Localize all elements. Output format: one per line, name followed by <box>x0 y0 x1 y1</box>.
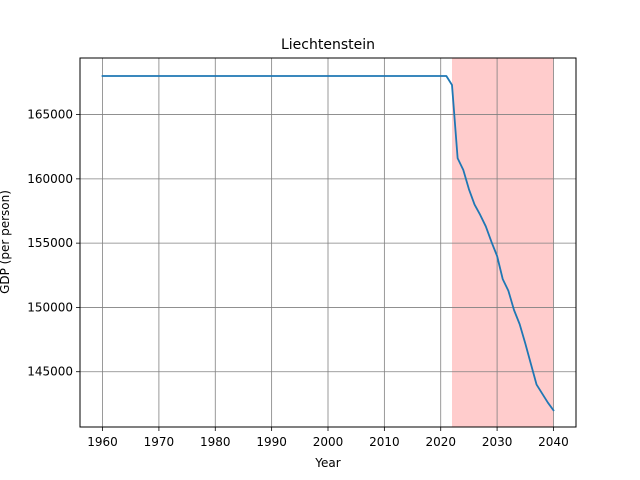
x-tick-label: 1980 <box>200 435 231 449</box>
x-tick-label: 1990 <box>256 435 287 449</box>
x-tick-label: 2030 <box>482 435 513 449</box>
y-tick-label: 165000 <box>27 108 73 122</box>
x-tick-label: 1970 <box>144 435 175 449</box>
chart-title: Liechtenstein <box>281 37 375 53</box>
series-line <box>101 75 555 412</box>
x-tick-label: 2010 <box>369 435 400 449</box>
x-tick-label: 2040 <box>538 435 569 449</box>
x-tick-label: 2020 <box>425 435 456 449</box>
y-tick-label: 150000 <box>27 300 73 314</box>
y-tick-label: 160000 <box>27 172 73 186</box>
x-tick-label: 1960 <box>87 435 118 449</box>
forecast-shaded-region <box>452 58 554 427</box>
y-tick-label: 155000 <box>27 236 73 250</box>
y-axis-label: GDP (per person) <box>0 190 12 294</box>
x-tick-label: 2000 <box>313 435 344 449</box>
x-axis-label: Year <box>314 456 340 470</box>
y-tick-label: 145000 <box>27 365 73 379</box>
